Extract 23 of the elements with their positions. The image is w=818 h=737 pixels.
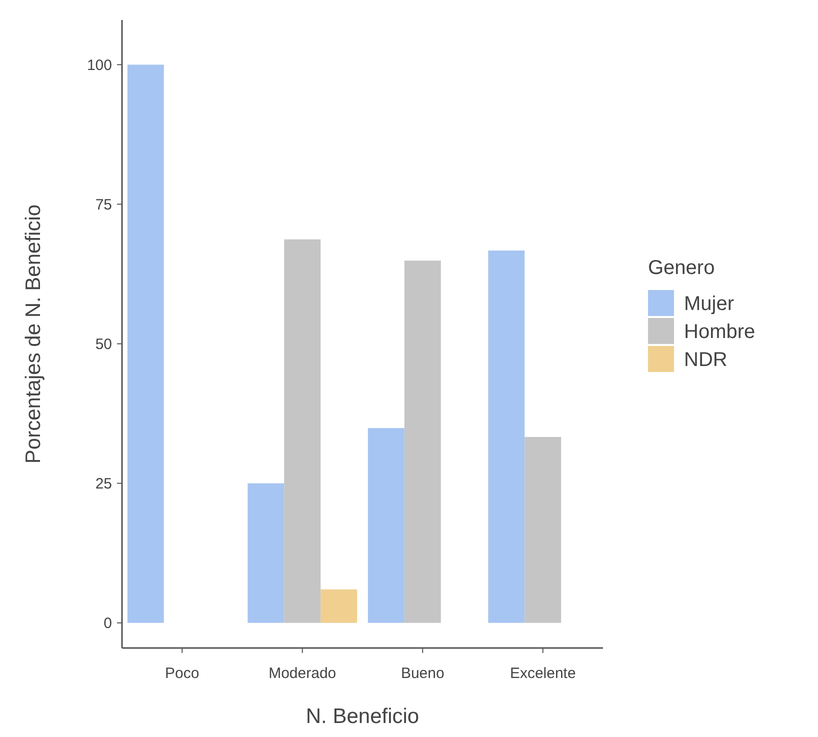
bar <box>524 436 562 623</box>
legend-label: NDR <box>684 349 728 371</box>
x-tick-label: Bueno <box>400 665 444 682</box>
x-tick-label: Excelente <box>510 665 576 682</box>
y-tick-label: 100 <box>86 56 112 74</box>
bar <box>284 239 321 623</box>
y-tick-label: 25 <box>95 476 112 493</box>
legend-label: Mujer <box>684 293 734 315</box>
bar <box>368 428 404 623</box>
x-tick-label: Moderado <box>268 665 336 682</box>
x-tick-label: Poco <box>165 665 200 682</box>
bar <box>248 483 284 623</box>
legend-title: Genero <box>648 257 715 279</box>
y-tick-label: 50 <box>95 336 112 354</box>
y-axis-title: Porcentajes de N. Beneficio <box>22 204 45 464</box>
y-tick-label: 0 <box>104 615 112 632</box>
y-tick-label: 75 <box>95 196 112 214</box>
bar <box>127 64 164 623</box>
bar <box>488 250 525 623</box>
bar <box>320 589 358 623</box>
bar <box>404 260 441 623</box>
legend-label: Hombre <box>684 321 756 343</box>
x-axis-title: N. Beneficio <box>306 705 420 728</box>
